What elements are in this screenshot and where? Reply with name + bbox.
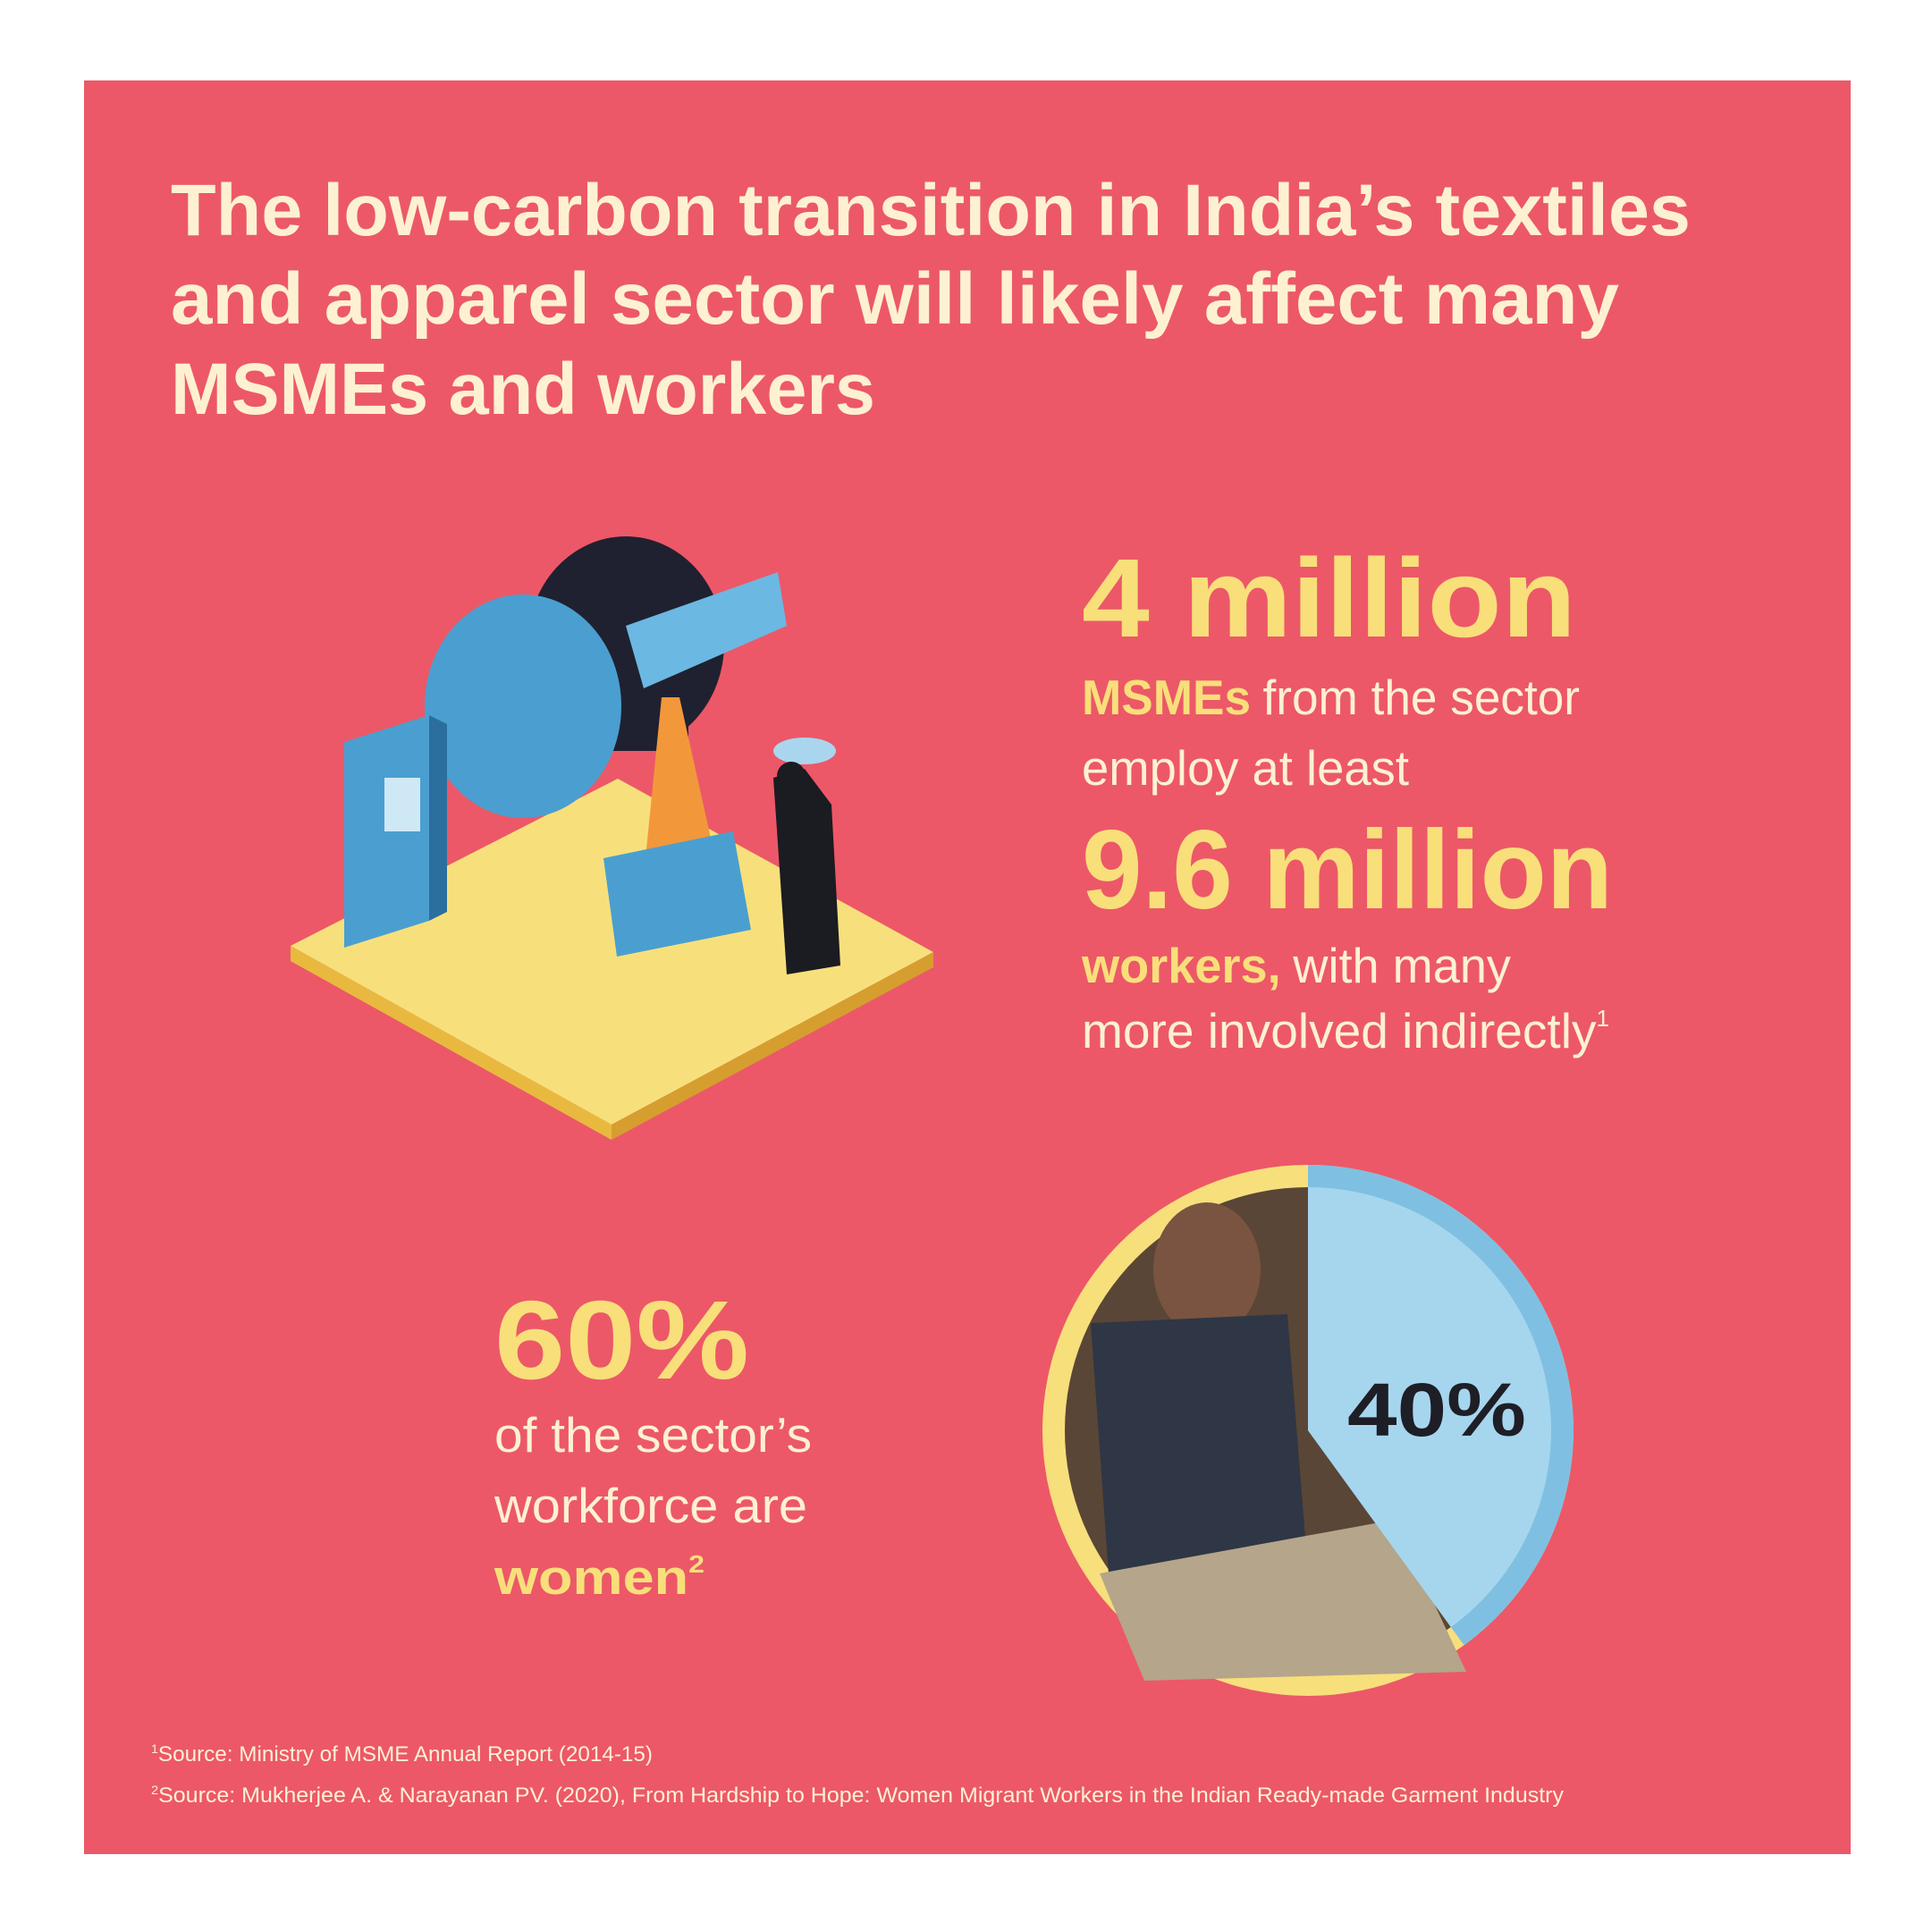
- highlight: MSMEs: [1082, 670, 1251, 725]
- worker-stat: 9.6 million workers, with many more invol…: [1081, 808, 1613, 1058]
- stat-text: with many: [1292, 938, 1511, 993]
- women-stat: 60% of the sector’s workforce are women 2: [494, 1278, 812, 1605]
- stat-figure: 4 million: [1082, 536, 1576, 661]
- drum-face: [425, 594, 621, 818]
- stat-text: more involved indirectly: [1082, 1003, 1597, 1058]
- highlight: women: [494, 1549, 688, 1605]
- title-line: and apparel sector will likely affect ma…: [171, 258, 1619, 340]
- stat-line: women 2: [494, 1549, 704, 1605]
- platform-edge: [291, 946, 612, 1140]
- bucket: [773, 738, 836, 764]
- worker-head: [777, 762, 806, 790]
- stat-line: workers, with many: [1081, 938, 1511, 993]
- footnote-ref: 2: [688, 1550, 704, 1578]
- photo-body: [1091, 1314, 1305, 1573]
- footnote-ref: 1: [151, 1741, 158, 1756]
- control-panel: [384, 778, 420, 831]
- title-line: The low-carbon transition in India’s tex…: [171, 170, 1691, 251]
- stat-line: employ at least: [1082, 740, 1409, 796]
- photo-face: [1153, 1202, 1261, 1337]
- footnote-text: Source: Mukherjee A. & Narayanan PV. (20…: [158, 1783, 1564, 1808]
- control-box-side: [429, 715, 447, 921]
- dye-stream: [644, 697, 715, 876]
- footnote: 2Source: Mukherjee A. & Narayanan PV. (2…: [151, 1783, 1564, 1808]
- stat-line: workforce are: [494, 1478, 807, 1533]
- cart: [603, 831, 751, 957]
- title: The low-carbon transition in India’s tex…: [171, 170, 1691, 430]
- stat-figure: 9.6 million: [1082, 808, 1613, 932]
- stat-line: MSMEs from the sector: [1082, 670, 1580, 725]
- footnotes: 1Source: Ministry of MSME Annual Report …: [151, 1741, 1564, 1808]
- machine-illustration: [291, 536, 933, 1140]
- pie-wedge: [1308, 1187, 1551, 1628]
- footnote-ref: 1: [1597, 1005, 1609, 1032]
- platform: [291, 779, 933, 1125]
- msme-stat: 4 million MSMEs from the sector employ at…: [1082, 536, 1580, 796]
- stat-line: more involved indirectly1: [1082, 1003, 1609, 1058]
- worker-figure: [773, 769, 840, 974]
- stat-figure: 60%: [494, 1278, 749, 1403]
- title-line: MSMEs and workers: [171, 349, 875, 430]
- arm: [626, 572, 787, 688]
- photo-loom: [1100, 1520, 1466, 1681]
- stat-text: from the sector: [1263, 670, 1580, 725]
- pie-label: 40%: [1347, 1368, 1526, 1452]
- footnote: 1Source: Ministry of MSME Annual Report …: [151, 1741, 653, 1767]
- footnote-ref: 2: [151, 1783, 158, 1797]
- stat-line: of the sector’s: [494, 1407, 812, 1463]
- pie: 40%: [1042, 1165, 1573, 1696]
- footnote-text: Source: Ministry of MSME Annual Report (…: [158, 1742, 653, 1767]
- highlight: workers,: [1081, 938, 1281, 993]
- platform-edge: [612, 952, 933, 1140]
